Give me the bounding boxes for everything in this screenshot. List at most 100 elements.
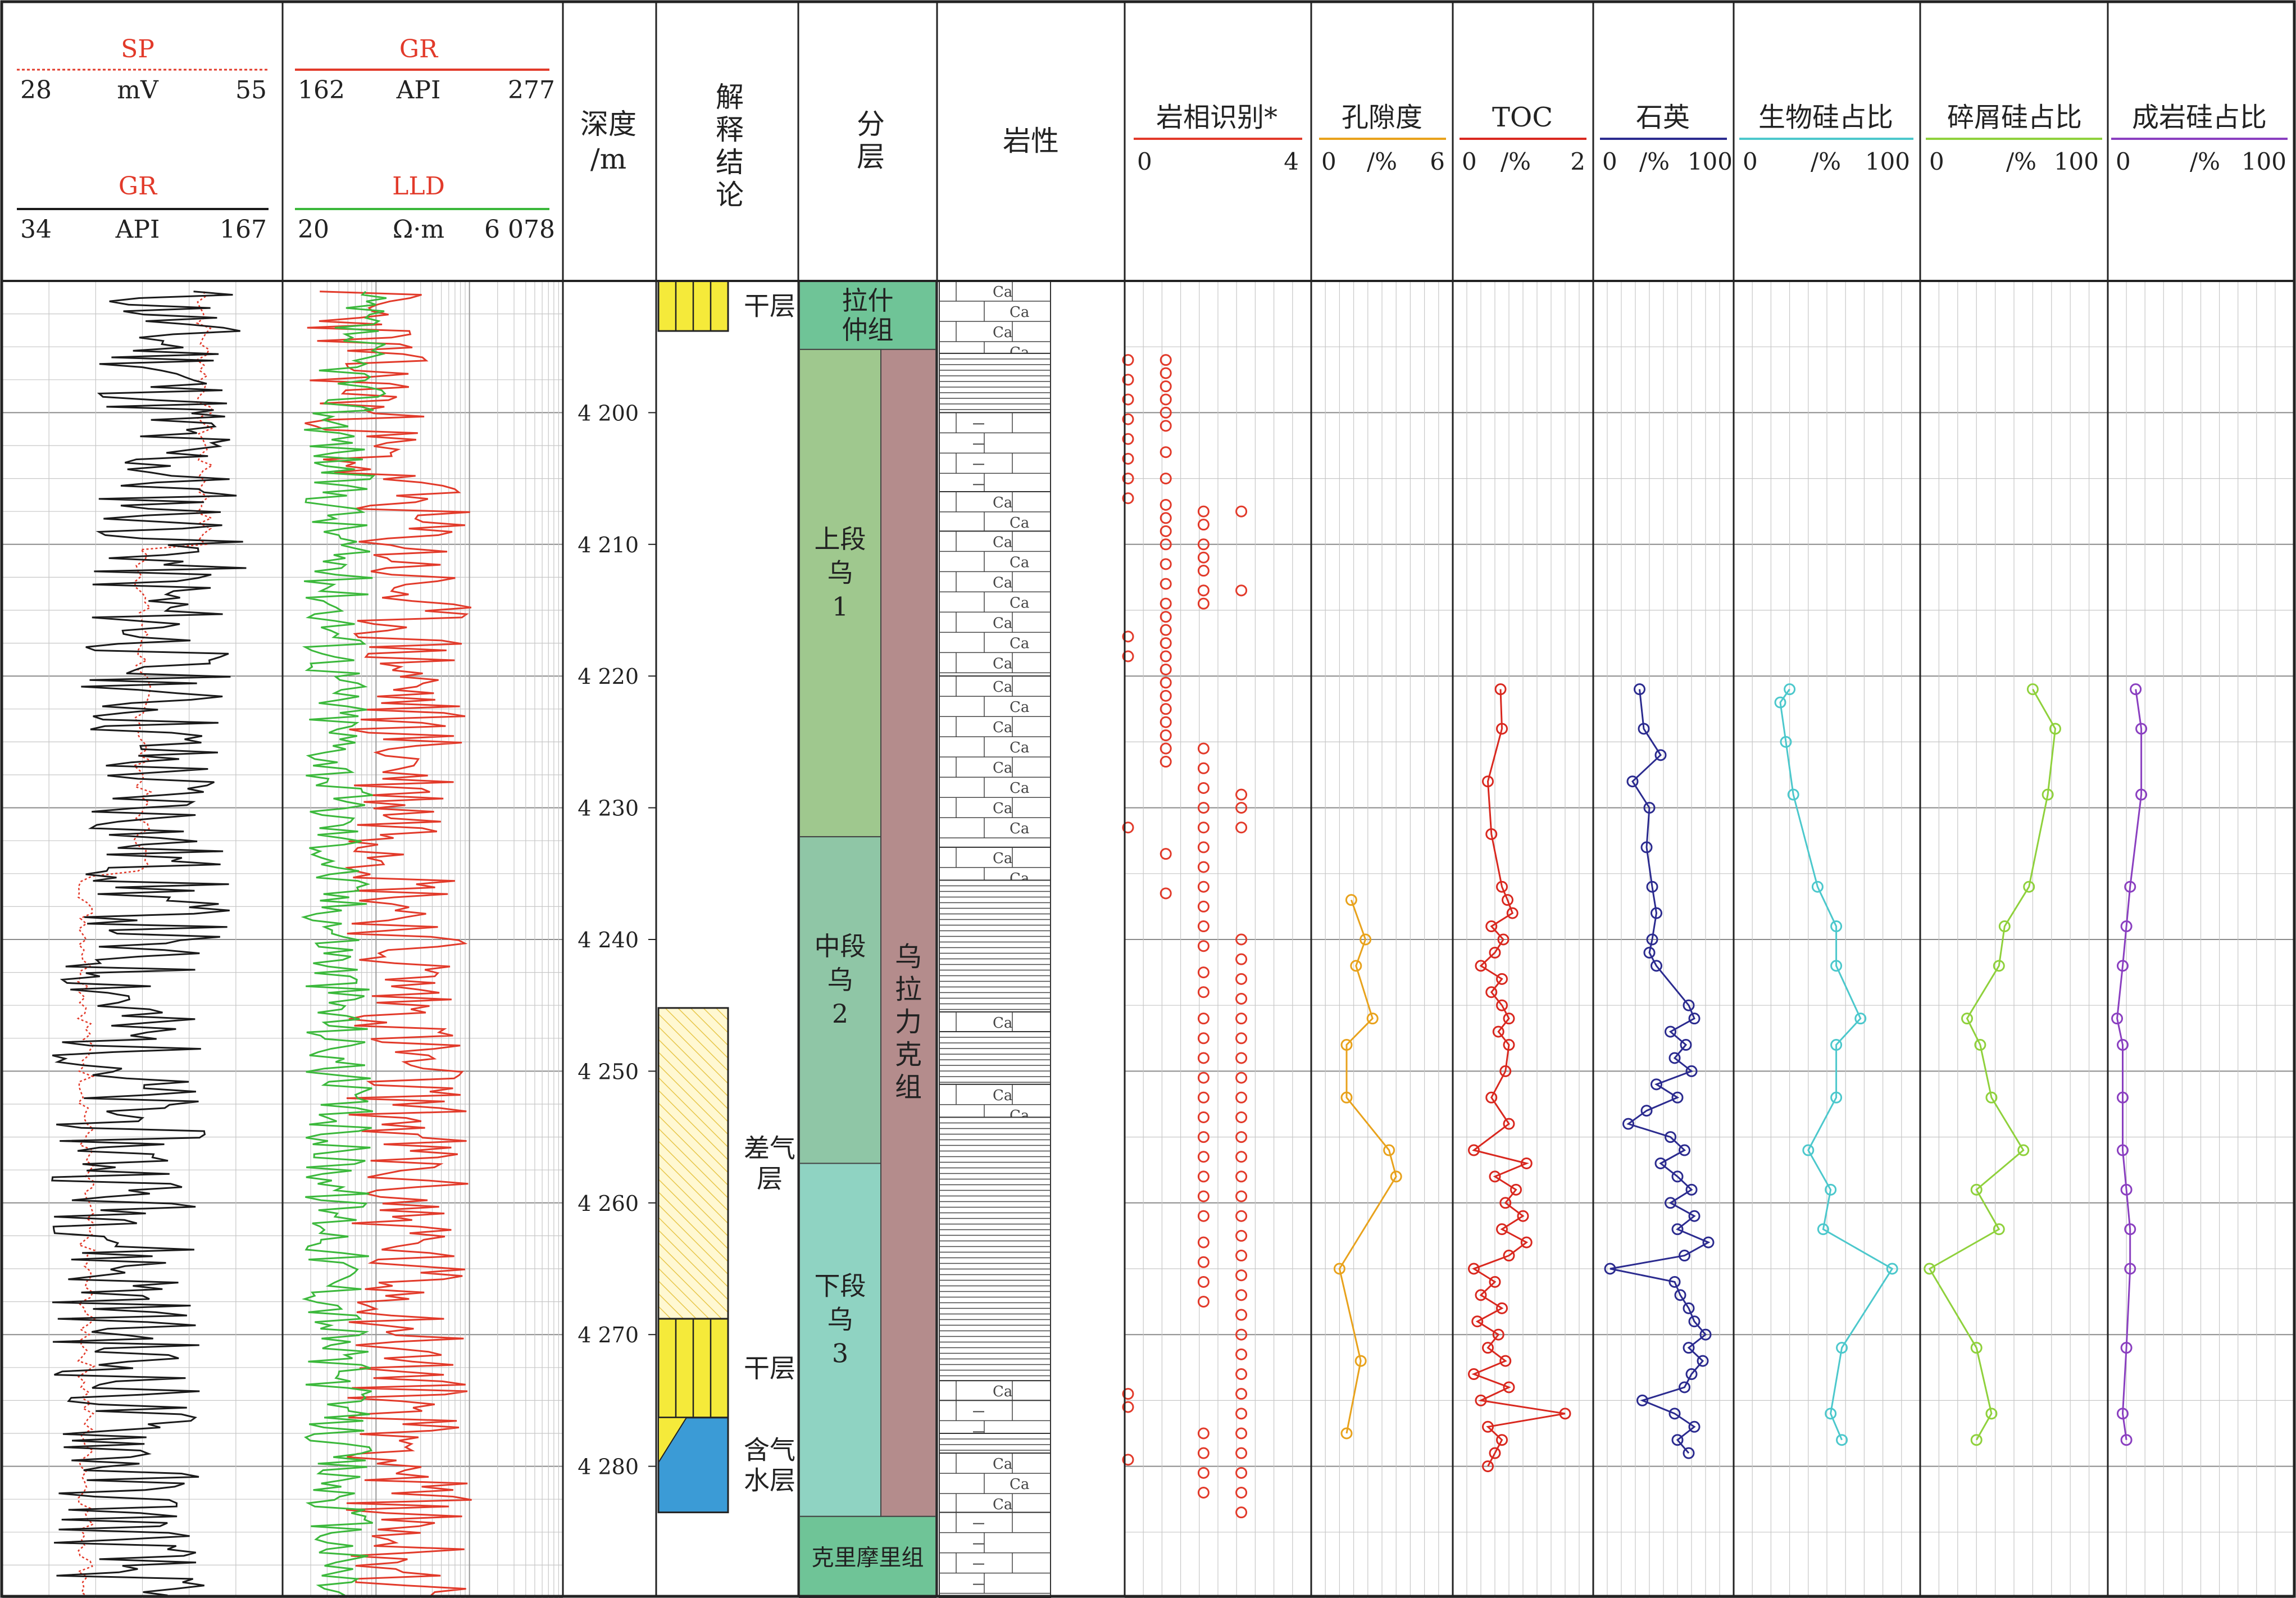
lith-interval — [939, 675, 1051, 848]
facies-point — [1197, 1170, 1210, 1183]
facies-point — [1160, 729, 1172, 742]
gr2-min-label: 162 — [298, 76, 345, 105]
lith-ca-mark: Ca — [1010, 1476, 1029, 1493]
facies-point — [1197, 940, 1210, 952]
toc-unit-label: /% — [1501, 148, 1531, 175]
lith-interval — [939, 1511, 1051, 1598]
facies-point — [1197, 841, 1210, 854]
header-track1: SP 28 mV 55 GR 34 API 167 — [17, 35, 269, 244]
lith-ca-mark: Ca — [993, 324, 1012, 341]
depth-tick-label: 4 220 — [578, 664, 639, 689]
facies-point — [1235, 1170, 1248, 1183]
detrital_si-point — [2023, 880, 2035, 893]
facies-point — [1160, 637, 1172, 650]
header-track2: GR 162 API 277 LLD 20 Ω·m 6 078 — [295, 35, 555, 244]
toc-point — [1485, 986, 1498, 998]
diag_si-point — [2116, 1408, 2129, 1420]
toc-point — [1485, 828, 1498, 840]
bio_si-point — [1836, 1434, 1848, 1446]
diag_si-point — [2135, 788, 2148, 801]
facies-point — [1235, 1190, 1248, 1202]
depth-tick-label: 4 230 — [578, 796, 639, 821]
facies-point — [1122, 473, 1134, 485]
facies-point — [1235, 1427, 1248, 1440]
facies-point — [1160, 558, 1172, 570]
depth-tick-label: 4 260 — [578, 1191, 639, 1216]
formation-label: 拉什 — [842, 285, 894, 316]
log-curves — [51, 290, 472, 1598]
interp-poor-gas-zone — [657, 1007, 729, 1320]
lith-ca-mark: Ca — [993, 284, 1012, 301]
porosity-point — [1333, 1263, 1345, 1275]
quartz-point — [1674, 1289, 1686, 1301]
toc-point — [1503, 1039, 1515, 1051]
facies-point — [1235, 802, 1248, 814]
quartz-point — [1671, 1434, 1684, 1446]
detrital-si-title: 碎屑硅占比 — [1947, 102, 2082, 133]
toc-point — [1496, 999, 1508, 1011]
facies-point — [1197, 1032, 1210, 1045]
quartz-point — [1688, 1210, 1701, 1222]
facies-point — [1235, 1348, 1248, 1360]
lith-ca-mark: Ca — [1010, 554, 1029, 571]
facies-point — [1122, 1388, 1134, 1400]
toc-point — [1496, 1434, 1508, 1446]
gr2-unit-label: API — [396, 76, 441, 105]
group-label-char: 克 — [895, 1039, 922, 1070]
detrital_si-point — [1998, 920, 2011, 933]
porosity-min-label: 0 — [1321, 148, 1336, 175]
diag_si-point — [2120, 1183, 2133, 1196]
facies-point — [1235, 1013, 1248, 1025]
toc-point — [1485, 1091, 1498, 1104]
detrital_si-point — [1985, 1408, 1998, 1420]
lith-ca-mark: Ca — [993, 1087, 1012, 1104]
detrital_si-point — [1924, 1263, 1936, 1275]
facies-point — [1122, 630, 1134, 643]
lith-interval — [939, 352, 1051, 414]
bio_si-point — [1802, 1144, 1815, 1156]
toc-point — [1468, 1144, 1480, 1156]
bio_si-point — [1817, 1223, 1829, 1236]
facies-point — [1235, 1229, 1248, 1242]
diag-si-title: 成岩硅占比 — [2132, 102, 2267, 133]
lith-ca-mark: Ca — [1010, 780, 1029, 797]
lith-interval — [939, 491, 1051, 532]
facies-point — [1235, 973, 1248, 985]
facies-point — [1197, 551, 1210, 564]
facies-point — [1235, 933, 1248, 946]
lith-ca-mark: Ca — [993, 1383, 1012, 1400]
toc-point — [1503, 1013, 1515, 1025]
detrital_si-point — [2017, 1144, 2030, 1156]
facies-point — [1235, 1309, 1248, 1321]
member-label: 3 — [832, 1338, 848, 1369]
diag_si-point — [2116, 960, 2129, 972]
facies-point — [1160, 689, 1172, 702]
toc-point — [1520, 1236, 1533, 1249]
member-band — [799, 1163, 881, 1517]
porosity-point — [1354, 1355, 1367, 1367]
toc-point — [1510, 1183, 1522, 1196]
bio_si-point — [1886, 1263, 1898, 1275]
facies-point — [1197, 782, 1210, 794]
member-band — [799, 348, 881, 838]
facies-point — [1235, 1368, 1248, 1381]
facies-point — [1197, 1296, 1210, 1308]
diag-si-max-label: 100 — [2242, 148, 2286, 175]
toc-point — [1494, 683, 1507, 696]
facies-point — [1160, 473, 1172, 485]
toc-point — [1496, 880, 1508, 893]
toc-point — [1482, 1342, 1494, 1354]
facies-point — [1122, 1401, 1134, 1413]
facies-point — [1197, 1256, 1210, 1268]
diag_si-point — [2120, 1342, 2133, 1354]
lith-ca-mark: Ca — [993, 574, 1012, 591]
facies-point — [1235, 1151, 1248, 1163]
quartz-point — [1638, 723, 1650, 735]
member-label: 乌 — [828, 558, 853, 588]
facies-point — [1197, 900, 1210, 913]
interpretation-columns: 4 200 4 210 4 220 4 230 4 240 4 250 4 260 4 270… — [578, 280, 1051, 1598]
quartz-point — [1634, 683, 1645, 696]
toc-point — [1492, 1328, 1504, 1341]
quartz-point — [1671, 1170, 1684, 1183]
quartz-title: 石英 — [1636, 102, 1690, 133]
